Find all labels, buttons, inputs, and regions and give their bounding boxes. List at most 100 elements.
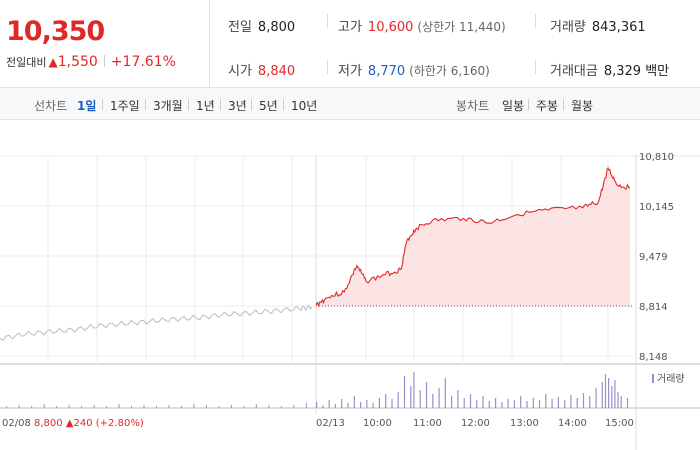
volume-bar bbox=[438, 388, 440, 408]
volume-bar bbox=[513, 400, 515, 408]
volume-bar bbox=[81, 406, 83, 408]
volume-bar bbox=[570, 395, 572, 408]
high-price: 고가 10,600 (상한가 11,440) bbox=[338, 16, 506, 35]
volume-bar bbox=[608, 378, 610, 408]
volume-bar bbox=[419, 390, 421, 408]
volume-bar bbox=[168, 405, 170, 408]
volume-bar bbox=[620, 396, 622, 408]
volume-bar bbox=[617, 392, 619, 408]
up-arrow-icon: ▲ bbox=[48, 55, 58, 69]
volume-bar bbox=[205, 405, 207, 408]
prev-close-value: 8,800 bbox=[257, 20, 296, 35]
volume-bar bbox=[532, 398, 534, 408]
tab-1day[interactable]: 1일 bbox=[77, 99, 97, 113]
x-tick-label: 14:00 bbox=[558, 418, 587, 429]
volume-bar bbox=[444, 378, 446, 408]
volume-bar bbox=[156, 406, 157, 408]
tab-10year[interactable]: 10년 bbox=[291, 99, 318, 113]
divider bbox=[145, 99, 146, 110]
tab-monthly-candle[interactable]: 월봉 bbox=[571, 99, 594, 113]
volume-bar bbox=[268, 405, 270, 408]
tab-1week[interactable]: 1주일 bbox=[110, 99, 140, 113]
volume-bar bbox=[347, 403, 349, 408]
volume-panel: 거래량 bbox=[6, 372, 685, 408]
today-price-line bbox=[315, 166, 631, 307]
volume-bar bbox=[68, 405, 70, 408]
volume-bar bbox=[118, 404, 120, 408]
x-tick-label: 13:00 bbox=[510, 418, 539, 429]
volume-bar bbox=[43, 404, 45, 408]
volume-bar bbox=[218, 406, 220, 408]
volume-bar bbox=[601, 382, 603, 408]
prev-day-summary: 02/08 8,800 ▲240 (+2.80%) bbox=[2, 418, 144, 429]
today-series bbox=[315, 166, 632, 307]
volume-bar bbox=[507, 399, 509, 408]
divider bbox=[535, 60, 536, 74]
divider bbox=[563, 99, 564, 110]
y-tick-label: 8,814 bbox=[639, 302, 668, 313]
change-amount: 1,550 bbox=[57, 54, 98, 70]
amount-value: 8,329 백만 bbox=[603, 64, 670, 79]
low-label: 저가 bbox=[338, 64, 362, 79]
volume-bar bbox=[385, 394, 387, 408]
tab-daily-candle[interactable]: 일봉 bbox=[502, 99, 525, 113]
volume-bar bbox=[495, 398, 497, 408]
divider bbox=[220, 99, 221, 110]
volume-bar bbox=[106, 406, 108, 408]
upper-limit: (상한가 11,440) bbox=[417, 20, 506, 34]
volume-bar bbox=[545, 394, 547, 408]
price-chart[interactable]: 10,810 10,145 9,479 8,814 8,148 거래량 02/13 10:… bbox=[0, 120, 700, 450]
prev-day-line bbox=[0, 304, 313, 342]
x-tick-label: 11:00 bbox=[413, 418, 442, 429]
tab-5year[interactable]: 5년 bbox=[259, 99, 278, 113]
price-change: 전일대비 ▲1,550 +17.61% bbox=[6, 54, 176, 70]
volume-bar bbox=[255, 404, 257, 408]
volume-bar bbox=[316, 402, 318, 408]
volume-bar bbox=[482, 396, 484, 408]
divider bbox=[327, 60, 328, 74]
volume-bar bbox=[6, 406, 8, 408]
volume-bar bbox=[551, 399, 553, 408]
y-tick-label: 8,148 bbox=[639, 352, 668, 363]
volume-bar bbox=[328, 400, 330, 408]
volume-bar bbox=[469, 394, 472, 408]
volume-bar bbox=[582, 393, 585, 408]
tab-3month[interactable]: 3개월 bbox=[153, 99, 183, 113]
volume-bar bbox=[488, 401, 490, 408]
volume-bar bbox=[526, 401, 528, 408]
volume-bar bbox=[143, 405, 145, 408]
volume-bar bbox=[334, 404, 336, 408]
volume-bar bbox=[193, 404, 195, 408]
tab-3year[interactable]: 3년 bbox=[228, 99, 247, 113]
up-arrow-icon: ▲ bbox=[66, 418, 74, 429]
prev-day-change: 240 bbox=[74, 418, 96, 429]
divider bbox=[251, 99, 252, 110]
volume-bar bbox=[614, 380, 616, 408]
volume-bar bbox=[557, 397, 559, 408]
candle-chart-label: 봉차트 bbox=[456, 99, 490, 113]
volume-bar bbox=[230, 405, 232, 408]
volume-bar bbox=[56, 406, 58, 408]
divider bbox=[103, 55, 105, 67]
volume-bar bbox=[604, 374, 607, 408]
volume-value: 843,361 bbox=[591, 20, 646, 35]
volume-bar bbox=[595, 388, 597, 408]
volume-bar bbox=[305, 403, 307, 408]
today-area-fill bbox=[316, 168, 630, 306]
x-tick-label: 10:00 bbox=[363, 418, 392, 429]
volume-bar bbox=[564, 400, 566, 408]
volume-bar bbox=[538, 400, 541, 408]
volume-bar bbox=[366, 400, 368, 408]
volume-bar bbox=[476, 400, 478, 408]
volume-bar bbox=[463, 398, 465, 408]
volume-bar bbox=[391, 399, 393, 408]
volume-bar bbox=[451, 396, 453, 408]
y-tick-label: 10,145 bbox=[639, 202, 674, 213]
volume-bar bbox=[353, 396, 355, 408]
tab-1year[interactable]: 1년 bbox=[196, 99, 215, 113]
chart-tab-bar: 선차트 1일 1주일 3개월 1년 3년 5년 10년 봉차트 일봉 주봉 월봉 bbox=[0, 88, 700, 120]
tab-weekly-candle[interactable]: 주봉 bbox=[536, 99, 559, 113]
volume-bar bbox=[372, 403, 374, 408]
prev-day-series bbox=[0, 304, 313, 342]
volume-bar bbox=[293, 405, 295, 408]
